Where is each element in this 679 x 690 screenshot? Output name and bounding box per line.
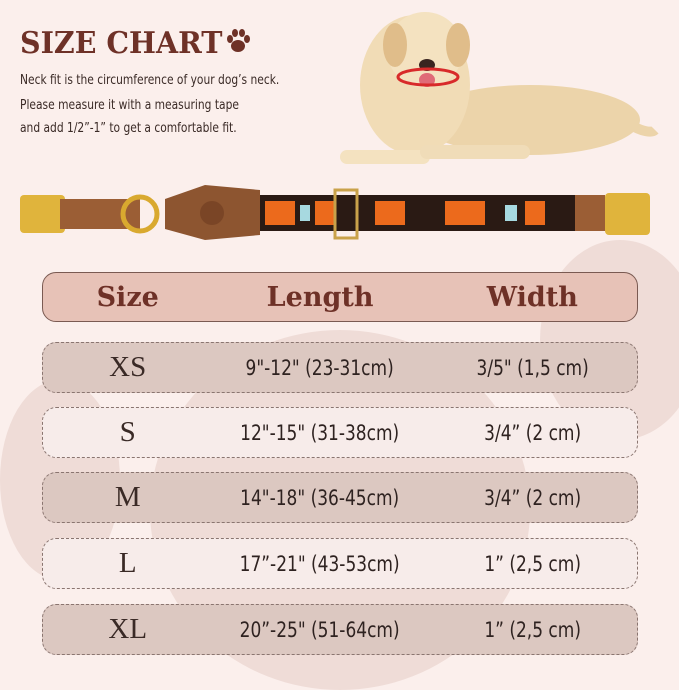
width-cell: 3/4” (2 cm) (483, 485, 581, 510)
width-cell: 3/4” (2 cm) (483, 420, 581, 445)
paw-icon (227, 29, 250, 52)
size-cell: XS (109, 351, 147, 383)
length-cell: 9"-12" (23-31cm) (245, 355, 395, 380)
table-row: S 12"-15" (31-38cm) 3/4” (2 cm) (42, 407, 638, 458)
header-width: Width (486, 281, 578, 313)
dog-image (340, 12, 659, 164)
width-cell: 3/5" (1,5 cm) (476, 355, 589, 380)
table-row: M 14"-18" (36-45cm) 3/4” (2 cm) (42, 472, 638, 523)
table-row: XS 9"-12" (23-31cm) 3/5" (1,5 cm) (42, 342, 638, 393)
header-size: Size (96, 281, 159, 313)
size-cell: L (118, 547, 137, 579)
length-cell: 14"-18" (36-45cm) (240, 485, 400, 510)
collar-image (20, 185, 650, 240)
description-line: Neck fit is the circumference of your do… (20, 72, 280, 88)
width-cell: 1” (2,5 cm) (484, 551, 581, 576)
page-title: SIZE CHART (20, 26, 223, 61)
table-row: XL 20”-25" (51-64cm) 1” (2,5 cm) (42, 604, 638, 655)
description-line: Please measure it with a measuring tape (20, 97, 239, 113)
header-length: Length (266, 281, 374, 313)
width-cell: 1” (2,5 cm) (484, 617, 581, 642)
size-cell: M (114, 481, 141, 513)
description-line: and add 1/2”-1” to get a comfortable fit… (20, 120, 237, 136)
length-cell: 17”-21" (43-53cm) (240, 551, 401, 576)
length-cell: 20”-25" (51-64cm) (240, 617, 401, 642)
length-cell: 12"-15" (31-38cm) (240, 420, 400, 445)
size-cell: S (119, 416, 136, 448)
size-cell: XL (108, 613, 148, 645)
table-header: Size Length Width (42, 272, 638, 322)
table-row: L 17”-21" (43-53cm) 1” (2,5 cm) (42, 538, 638, 589)
